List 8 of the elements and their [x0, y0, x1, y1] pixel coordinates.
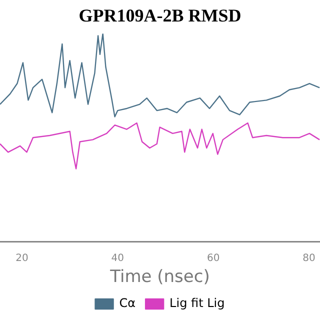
x-tick-label: 60: [206, 253, 220, 264]
chart-title: GPR109A-2B RMSD: [78, 5, 242, 26]
x-axis-title: Time (nsec): [109, 267, 210, 288]
legend-label: Cα: [119, 296, 136, 310]
x-tick-label: 80: [302, 253, 316, 264]
legend-label: Lig fit Lig: [170, 296, 225, 310]
x-tick-label: 20: [16, 253, 28, 264]
x-tick-label: 40: [111, 253, 124, 264]
